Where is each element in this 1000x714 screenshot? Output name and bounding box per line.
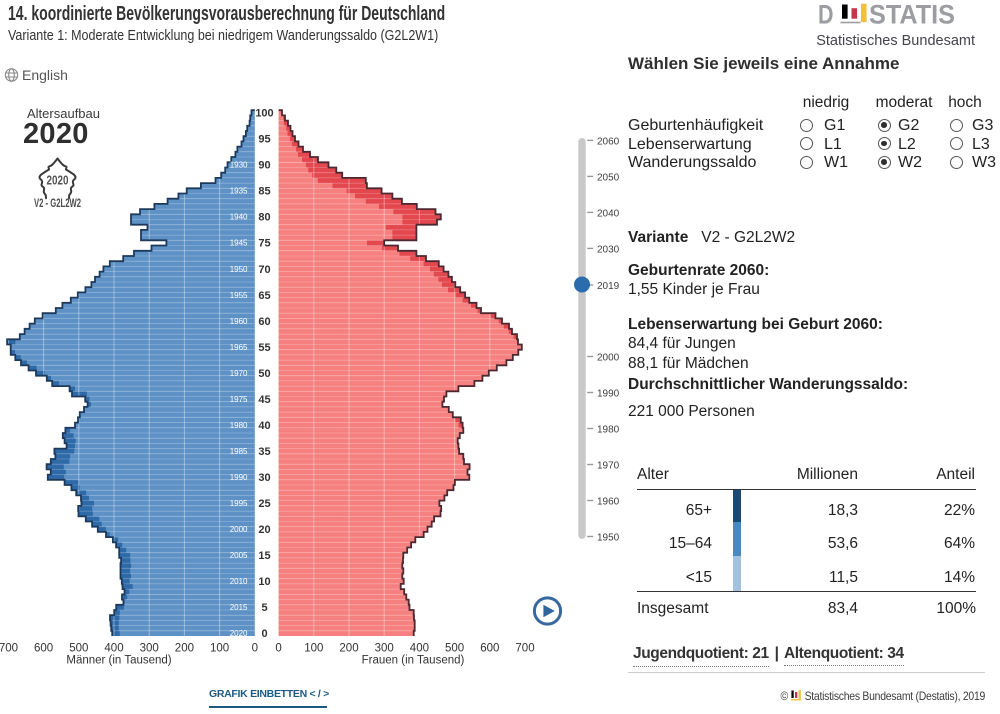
svg-text:90: 90 bbox=[258, 160, 270, 172]
svg-text:1960: 1960 bbox=[597, 497, 620, 508]
svg-text:1975: 1975 bbox=[230, 395, 248, 404]
svg-text:400: 400 bbox=[410, 643, 429, 655]
svg-text:1990: 1990 bbox=[597, 389, 620, 400]
svg-text:2000: 2000 bbox=[597, 352, 620, 363]
svg-text:2010: 2010 bbox=[230, 577, 248, 586]
svg-text:65: 65 bbox=[258, 290, 270, 302]
svg-text:1945: 1945 bbox=[230, 239, 248, 248]
svg-text:300: 300 bbox=[375, 643, 394, 655]
svg-text:50: 50 bbox=[258, 368, 270, 380]
svg-text:2005: 2005 bbox=[230, 551, 248, 560]
svg-text:600: 600 bbox=[480, 643, 499, 655]
svg-text:95: 95 bbox=[258, 134, 270, 146]
svg-text:1950: 1950 bbox=[597, 533, 620, 544]
svg-text:200: 200 bbox=[175, 643, 194, 655]
svg-text:D: D bbox=[818, 0, 834, 30]
svg-text:2030: 2030 bbox=[597, 244, 620, 255]
svg-text:Frauen (in Tausend): Frauen (in Tausend) bbox=[362, 655, 465, 667]
svg-text:1985: 1985 bbox=[230, 447, 248, 456]
svg-text:60: 60 bbox=[258, 316, 270, 328]
svg-text:1965: 1965 bbox=[230, 343, 248, 352]
svg-text:20: 20 bbox=[258, 524, 270, 536]
svg-text:1955: 1955 bbox=[230, 291, 248, 300]
svg-text:400: 400 bbox=[104, 643, 123, 655]
svg-text:55: 55 bbox=[258, 342, 270, 354]
svg-text:100: 100 bbox=[304, 643, 323, 655]
svg-text:5: 5 bbox=[261, 602, 267, 614]
svg-text:15: 15 bbox=[258, 550, 270, 562]
svg-text:1940: 1940 bbox=[230, 213, 248, 222]
svg-text:2000: 2000 bbox=[230, 525, 248, 534]
svg-text:500: 500 bbox=[445, 643, 464, 655]
svg-text:1960: 1960 bbox=[230, 317, 248, 326]
svg-text:600: 600 bbox=[34, 643, 53, 655]
svg-text:85: 85 bbox=[258, 186, 270, 198]
svg-text:2019: 2019 bbox=[597, 281, 620, 292]
svg-text:75: 75 bbox=[258, 238, 270, 250]
svg-text:2020: 2020 bbox=[47, 172, 69, 187]
svg-text:2015: 2015 bbox=[230, 603, 248, 612]
svg-text:40: 40 bbox=[258, 420, 270, 432]
svg-text:100: 100 bbox=[255, 108, 273, 120]
svg-text:1930: 1930 bbox=[230, 161, 248, 170]
svg-text:30: 30 bbox=[258, 472, 270, 484]
svg-text:0: 0 bbox=[261, 628, 267, 640]
svg-text:45: 45 bbox=[258, 394, 270, 406]
svg-text:300: 300 bbox=[140, 643, 159, 655]
svg-text:70: 70 bbox=[258, 264, 270, 276]
svg-text:Männer (in Tausend): Männer (in Tausend) bbox=[66, 655, 171, 667]
svg-text:1980: 1980 bbox=[597, 425, 620, 436]
svg-text:200: 200 bbox=[339, 643, 358, 655]
svg-text:100: 100 bbox=[210, 643, 229, 655]
svg-text:1970: 1970 bbox=[597, 461, 620, 472]
svg-text:25: 25 bbox=[258, 498, 270, 510]
svg-text:1970: 1970 bbox=[230, 369, 248, 378]
svg-text:Statistisches Bundesamt: Statistisches Bundesamt bbox=[816, 33, 975, 49]
svg-text:0: 0 bbox=[275, 643, 281, 655]
svg-text:700: 700 bbox=[0, 643, 18, 655]
svg-text:0: 0 bbox=[252, 643, 258, 655]
svg-text:500: 500 bbox=[69, 643, 88, 655]
svg-text:2060: 2060 bbox=[597, 136, 620, 147]
svg-text:1990: 1990 bbox=[230, 473, 248, 482]
svg-text:V2 - G2L2W2: V2 - G2L2W2 bbox=[34, 196, 81, 210]
svg-text:STATIS: STATIS bbox=[869, 0, 955, 30]
svg-text:2050: 2050 bbox=[597, 172, 620, 183]
svg-text:1980: 1980 bbox=[230, 421, 248, 430]
svg-text:2040: 2040 bbox=[597, 208, 620, 219]
svg-text:1935: 1935 bbox=[230, 187, 248, 196]
svg-text:1995: 1995 bbox=[230, 499, 248, 508]
svg-text:700: 700 bbox=[515, 643, 534, 655]
svg-text:35: 35 bbox=[258, 446, 270, 458]
svg-text:80: 80 bbox=[258, 212, 270, 224]
svg-text:10: 10 bbox=[258, 576, 270, 588]
svg-text:1950: 1950 bbox=[230, 265, 248, 274]
svg-text:2020: 2020 bbox=[230, 629, 248, 638]
